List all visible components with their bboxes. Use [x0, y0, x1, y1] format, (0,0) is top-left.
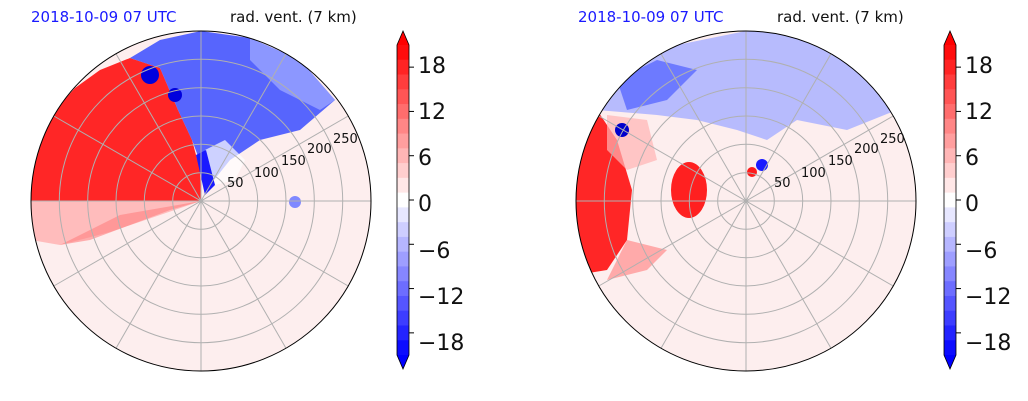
colorbar-tick-label: −18 [965, 331, 1011, 356]
colorbar-extend-max [397, 31, 409, 45]
polar-plot: 50 100 150 200 250 18 12 6 0 −6 −12 −18 [575, 29, 1011, 372]
radial-tick-label: 150 [828, 154, 853, 169]
colorbar-extend-min [397, 355, 409, 369]
colorbar-band [397, 281, 409, 297]
polar-grid [576, 31, 916, 371]
colorbar-tick-label: −6 [965, 239, 997, 264]
negative-velocity-region [597, 31, 897, 140]
colorbar-tick-label: 18 [965, 54, 993, 79]
colorbar-band [397, 266, 409, 282]
colorbar-band [397, 251, 409, 267]
colorbar-band [944, 163, 956, 179]
colorbar-band [944, 222, 956, 238]
colorbar-band [944, 340, 956, 356]
radial-tick-label: 200 [854, 142, 879, 157]
colorbar-band [397, 104, 409, 120]
colorbar-band [397, 45, 409, 61]
colorbar-outline [943, 29, 957, 371]
colorbar-tick-label: 0 [418, 192, 432, 217]
chart-panel-2: 2018-10-09 07 UTC rad. vent. (7 km) [547, 0, 1028, 401]
colorbar-outline [396, 29, 410, 371]
radial-tick-label: 150 [281, 154, 306, 169]
chart-panel-1: 2018-10-09 07 UTC rad. vent. (7 km) [30, 8, 464, 372]
radial-tick-label: 250 [880, 132, 905, 147]
colorbar-band [944, 192, 956, 208]
positive-velocity-region [31, 58, 201, 201]
radial-tick-label: 100 [801, 166, 826, 181]
colorbar-band [397, 295, 409, 312]
colorbar-band [397, 163, 409, 179]
radial-tick-label: 50 [774, 176, 791, 191]
colorbar-band [397, 133, 409, 149]
colorbar-band [944, 207, 956, 223]
colorbar-band [944, 177, 956, 194]
colorbar-tick-label: −6 [418, 239, 450, 264]
polar-grid [31, 31, 371, 371]
radial-tick-label: 250 [333, 132, 358, 147]
radial-tick-label: 200 [307, 142, 332, 157]
chart-title-variable: rad. vent. (7 km) [777, 8, 904, 26]
colorbar-tick-label: −18 [418, 331, 464, 356]
colorbar-band [944, 281, 956, 297]
polar-plot: 50 100 150 200 250 18 12 6 0 −6 −12 −18 [30, 29, 464, 372]
colorbar [943, 29, 961, 371]
colorbar-tick-label: 12 [418, 100, 446, 125]
colorbar-band [944, 118, 956, 135]
colorbar-band [397, 118, 409, 135]
colorbar-band [944, 133, 956, 149]
colorbar-band [397, 59, 409, 76]
colorbar-extend-min [944, 355, 956, 369]
colorbar-tick-label: 18 [418, 54, 446, 79]
radial-tick-label: 100 [254, 166, 279, 181]
colorbar-tick-label: 0 [965, 192, 979, 217]
colorbar-tick-label: 6 [965, 146, 979, 171]
colorbar-band [397, 177, 409, 194]
chart-title-time: 2018-10-09 07 UTC [31, 8, 177, 26]
colorbar-extend-max [944, 31, 956, 45]
colorbar-band [944, 251, 956, 267]
polar-outline [30, 30, 372, 372]
colorbar-tick-label: −12 [965, 285, 1011, 310]
colorbar-band [944, 148, 956, 164]
colorbar-tick-label: 12 [965, 100, 993, 125]
colorbar-band [944, 325, 956, 341]
colorbar-band [397, 89, 409, 105]
colorbar-band [397, 236, 409, 253]
chart-title-time: 2018-10-09 07 UTC [578, 8, 724, 26]
colorbar-band [397, 148, 409, 164]
colorbar-band [397, 192, 409, 208]
colorbar-band [944, 74, 956, 90]
colorbar-band [944, 89, 956, 105]
polar-outline [575, 30, 917, 372]
colorbar-band [397, 340, 409, 356]
colorbar-band [944, 104, 956, 120]
colorbar-band [944, 236, 956, 253]
colorbar-band [944, 266, 956, 282]
colorbar-band [397, 207, 409, 223]
colorbar [396, 29, 414, 371]
colorbar-band [944, 310, 956, 326]
colorbar-band [944, 59, 956, 76]
colorbar-band [397, 310, 409, 326]
colorbar-band [397, 325, 409, 341]
radial-tick-label: 50 [227, 176, 244, 191]
chart-title-variable: rad. vent. (7 km) [230, 8, 357, 26]
colorbar-tick-label: −12 [418, 285, 464, 310]
colorbar-band [944, 295, 956, 312]
colorbar-band [397, 74, 409, 90]
colorbar-band [944, 45, 956, 61]
colorbar-band [397, 222, 409, 238]
colorbar-tick-label: 6 [418, 146, 432, 171]
